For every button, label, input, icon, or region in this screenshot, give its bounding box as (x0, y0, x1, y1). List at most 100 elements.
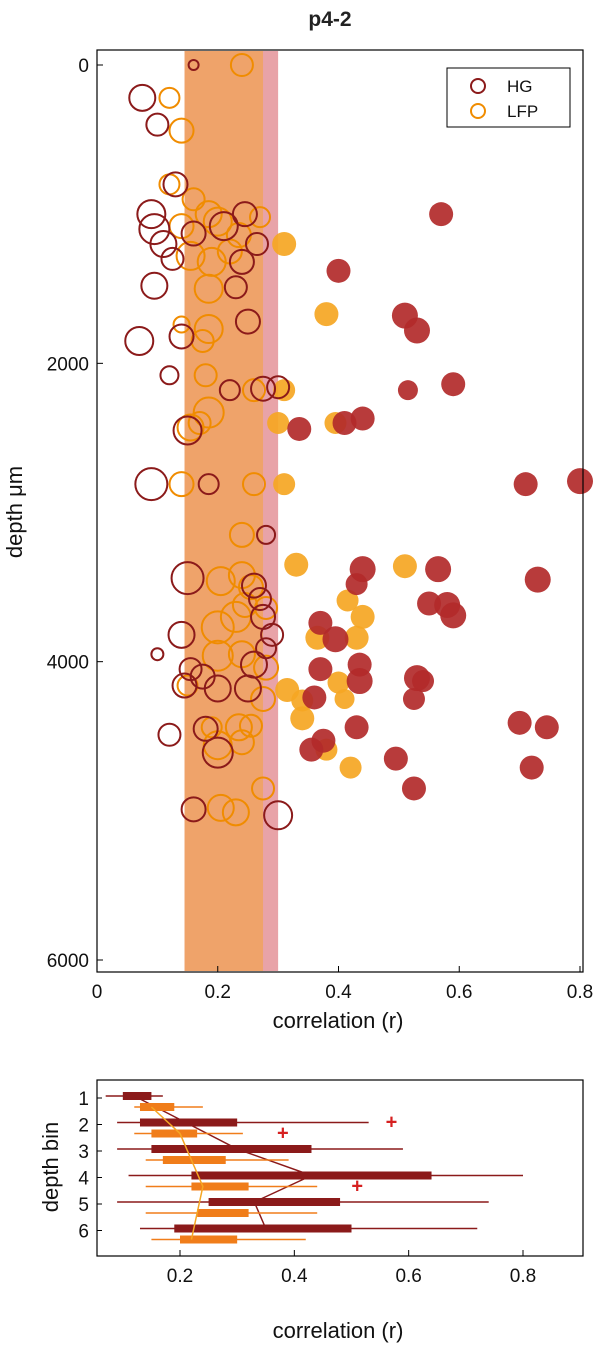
lfp-median-line (150, 1106, 204, 1240)
boxplot-y-axis-label: depth bin (38, 1122, 63, 1213)
hg-open-point (250, 375, 277, 402)
hg-filled-point (441, 372, 466, 397)
x-tick-label: 0.6 (446, 982, 472, 1003)
hg-filled-point (567, 468, 593, 495)
hg-filled-point (383, 746, 408, 771)
scatter-plot: 0 0.2 0.4 0.6 0.8 0 2000 4000 6000 correlation … (2, 49, 593, 1033)
hg-open-point (162, 171, 189, 198)
legend-lfp-marker (470, 103, 486, 119)
hg-filled-point (519, 755, 544, 780)
lfp-filled-point (290, 706, 315, 731)
lfp-filled-point (336, 589, 359, 612)
hg-open-point (150, 647, 165, 662)
y-tick-label: 0 (78, 56, 89, 77)
lfp-filled-point (344, 625, 369, 650)
lfp-open-point (158, 173, 181, 196)
lfp-filled-point (327, 671, 350, 694)
hg-open-point (124, 325, 155, 356)
lfp-filled-point (392, 554, 417, 579)
x-axis-label: correlation (r) (273, 1008, 404, 1033)
hg-filled-point (326, 258, 351, 283)
hg-open-point (234, 308, 261, 335)
boxplot-y-ticks: 1 2 3 4 5 6 (78, 1089, 102, 1243)
lfp-open-point (251, 776, 276, 801)
y-ticks: 0 2000 4000 6000 (47, 56, 103, 972)
hg-open-point (223, 275, 248, 300)
hg-open-point (168, 323, 195, 350)
hg-open-point (140, 271, 169, 300)
hg-open-point (228, 248, 255, 275)
hg-filled-point (524, 566, 551, 593)
outlier-marker: + (386, 1112, 398, 1134)
hg-filled-point (425, 556, 452, 583)
hg-filled-point (299, 737, 324, 762)
y-axis-label: depth μm (2, 466, 27, 558)
hg-filled-point (308, 657, 333, 682)
hg-open-point (231, 201, 258, 228)
lfp-filled-point (314, 302, 339, 327)
lfp-open-point (228, 729, 255, 756)
lfp-filled-point (334, 688, 355, 709)
x-tick-label: 0.4 (281, 1266, 308, 1287)
hg-open-point (180, 220, 207, 247)
hg-open-point (187, 59, 200, 71)
lfp-open-point (202, 206, 233, 237)
y-tick-label: 4 (78, 1169, 89, 1190)
lfp-open-point (241, 472, 266, 497)
lfp-open-point (193, 314, 224, 345)
hg-open-point (167, 620, 196, 649)
lfp-open-point (221, 798, 250, 827)
outlier-marker: + (351, 1176, 363, 1198)
lfp-open-point (193, 363, 218, 388)
lfp-open-point (206, 793, 235, 822)
y-tick-label: 5 (78, 1195, 89, 1216)
lfp-filled-point (350, 604, 375, 629)
hg-open-point (244, 232, 269, 256)
hg-open-point (256, 524, 277, 545)
outlier-marker: + (277, 1123, 289, 1145)
lfp-open-point (200, 610, 235, 645)
hg-open-point (192, 715, 219, 742)
hg-filled-point (302, 685, 327, 710)
lfp-open-point (168, 117, 195, 144)
hg-box (151, 1145, 312, 1153)
hg-filled-point (344, 715, 369, 740)
x-tick-label: 0 (92, 982, 103, 1003)
hg-box (174, 1224, 352, 1233)
hg-open-point (136, 199, 167, 230)
lfp-box (151, 1129, 198, 1138)
hg-open-point (138, 213, 171, 246)
lfp-open-point (249, 206, 272, 229)
boxplot-boxes: + + + (105, 1092, 523, 1244)
lfp-open-point (194, 200, 223, 229)
lfp-open-point (205, 566, 236, 597)
lfp-open-point (250, 685, 277, 712)
y-tick-label: 2 (78, 1116, 89, 1137)
lfp-box (197, 1209, 249, 1217)
hg-open-point (145, 112, 170, 137)
hg-open-point (197, 473, 220, 496)
lfp-open-point (176, 674, 199, 697)
hg-filled-point (534, 715, 559, 740)
scatter-points (124, 53, 593, 831)
legend-lfp-label: LFP (507, 102, 538, 121)
boxplot-frame (96, 1079, 584, 1257)
y-tick-label: 4000 (47, 653, 89, 674)
hg-open-point (157, 722, 182, 747)
y-tick-label: 3 (78, 1142, 89, 1163)
lfp-open-point (187, 411, 212, 435)
hg-open-point (201, 736, 234, 769)
lfp-open-point (158, 86, 181, 109)
plot-frame (96, 49, 584, 973)
hg-open-point (260, 622, 285, 647)
boxplot-x-ticks: 0.2 0.4 0.6 0.8 (167, 1250, 536, 1287)
lfp-open-point (241, 378, 266, 403)
y-tick-label: 6000 (47, 951, 89, 972)
hg-filled-point (322, 626, 349, 653)
lfp-box (139, 1103, 175, 1111)
hg-box (122, 1092, 152, 1100)
legend-box (446, 67, 571, 128)
hg-box (208, 1198, 341, 1206)
boxplot-x-axis-label: correlation (r) (273, 1318, 404, 1343)
